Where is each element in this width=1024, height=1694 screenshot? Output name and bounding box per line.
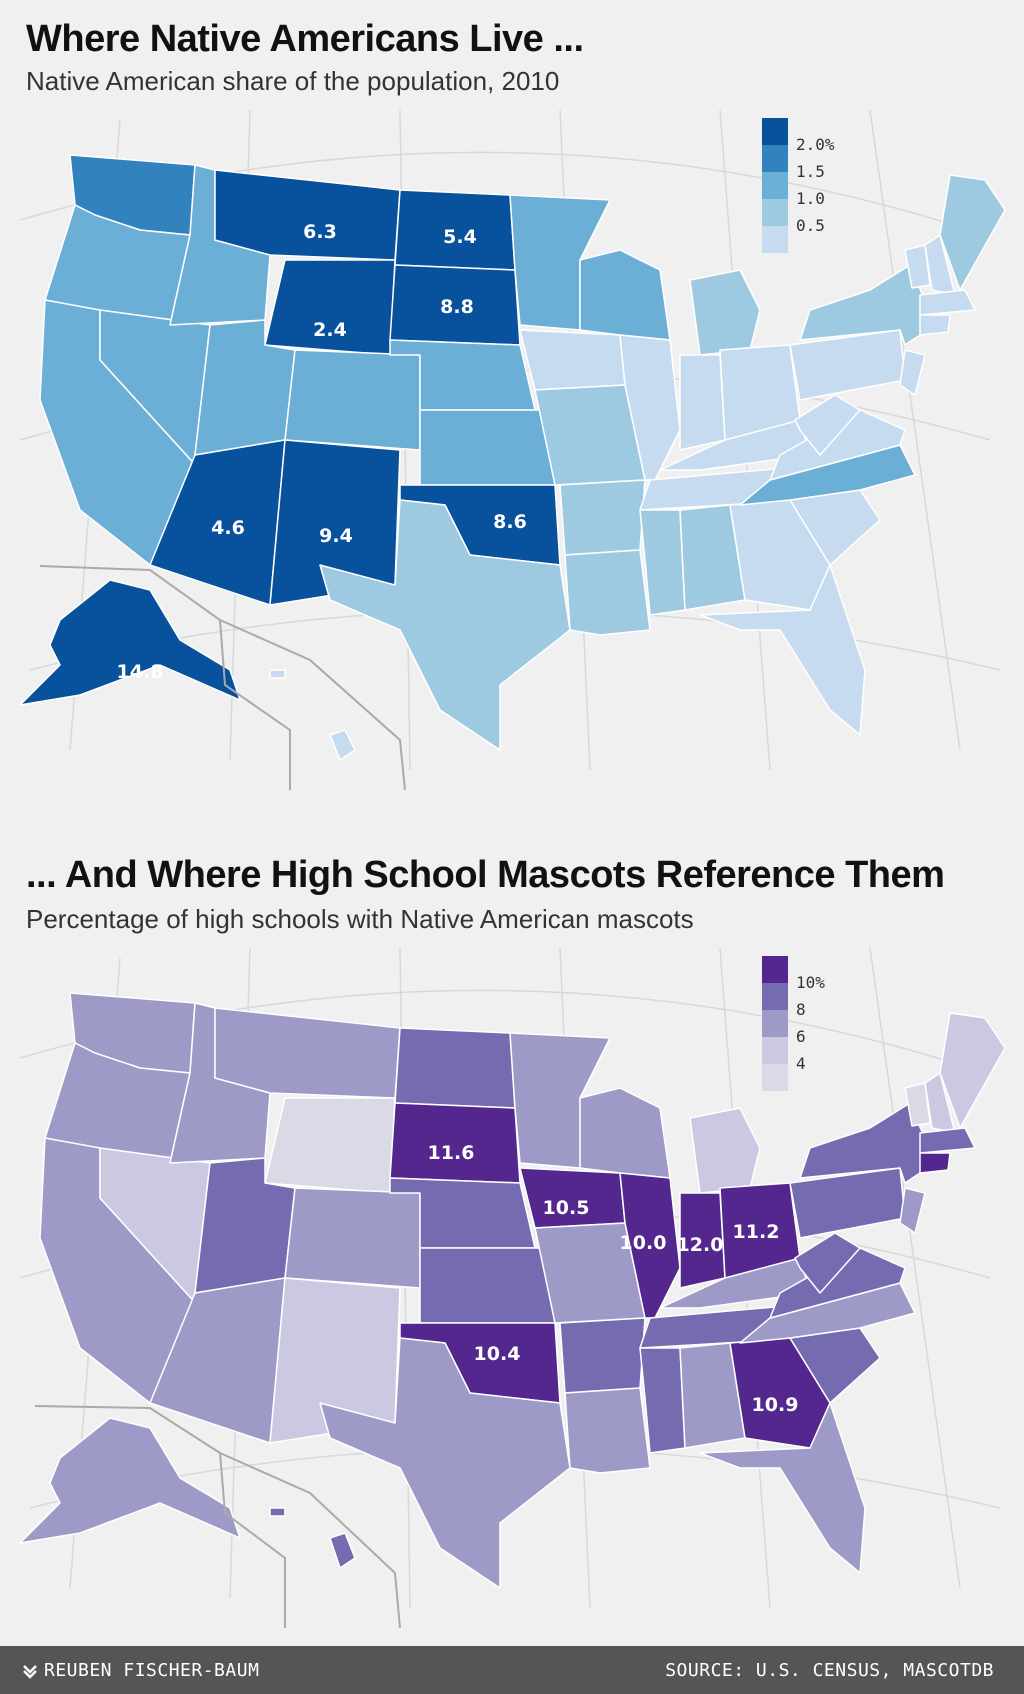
state-west-virginia: [794, 1232, 861, 1294]
legend: 10% 8 6 4: [762, 956, 825, 1091]
map2-value-label-indiana: 12.0: [677, 1234, 724, 1256]
state-arkansas: [559, 1317, 646, 1394]
state-wisconsin: [579, 249, 671, 341]
state-pennsylvania: [789, 329, 906, 401]
state-alaska: [19, 579, 241, 706]
map1-legend-label-2: 1.0: [796, 189, 825, 208]
states: [19, 992, 1006, 1589]
map2-legend-label-2: 6: [796, 1027, 806, 1046]
state-massachusetts: [919, 289, 976, 316]
map1-legend-label-3: 0.5: [796, 216, 825, 235]
state-west-virginia: [794, 394, 861, 456]
map2-value-label-south-dakota: 11.6: [428, 1142, 475, 1164]
state-kansas: [419, 1247, 556, 1324]
state-colorado: [284, 1187, 421, 1289]
state-kentucky: [659, 1257, 811, 1309]
state-louisiana: [564, 1387, 651, 1474]
map2-value-label-iowa: 10.5: [543, 1197, 590, 1219]
state-new-jersey: [899, 349, 926, 396]
inset-borders: [34, 1405, 401, 1628]
state-michigan: [689, 1107, 761, 1194]
map1-value-label-wyoming: 2.4: [313, 319, 347, 341]
map2-legend-label-1: 8: [796, 1000, 806, 1019]
state-connecticut: [919, 314, 951, 336]
credit: REUBEN FISCHER-BAUM: [22, 1660, 259, 1681]
state-mississippi: [639, 1347, 686, 1454]
map2-title: ... And Where High School Mascots Refere…: [26, 854, 945, 896]
map1-subtitle: Native American share of the population,…: [26, 66, 560, 96]
state-louisiana: [564, 549, 651, 636]
inset-borders: [39, 565, 406, 790]
map2-value-label-oklahoma: 10.4: [474, 1343, 521, 1365]
state-alaska: [19, 1417, 241, 1544]
value-labels: 11.6 10.5 10.0 12.0 11.2 10.4 10.9: [428, 1142, 799, 1416]
chevron-logo-icon: [23, 1665, 37, 1679]
map1-legend-swatch-3: [762, 199, 788, 226]
state-mississippi: [639, 509, 686, 616]
map1-legend-swatch-2: [762, 172, 788, 199]
map2-legend-swatch-3: [762, 1037, 788, 1064]
state-florida: [699, 564, 866, 736]
state-new-jersey: [899, 1187, 926, 1234]
state-north-dakota: [394, 1027, 516, 1109]
value-labels: 6.3 5.4 8.8 2.4 4.6 9.4 8.6 14.8: [117, 221, 527, 683]
state-connecticut: [919, 1152, 951, 1174]
map2-value-label-ohio: 11.2: [733, 1221, 780, 1243]
map1-value-label-north-dakota: 5.4: [443, 226, 477, 248]
map2-value-label-georgia: 10.9: [752, 1394, 799, 1416]
state-massachusetts: [919, 1127, 976, 1154]
map1-value-label-oklahoma: 8.6: [493, 511, 527, 533]
map1-legend-swatch-0: [762, 118, 788, 145]
map1-legend-label-0: 2.0%: [796, 135, 835, 154]
map1-title: Where Native Americans Live ...: [26, 18, 584, 60]
map2-subtitle: Percentage of high schools with Native A…: [26, 904, 694, 934]
state-florida: [699, 1402, 866, 1574]
state-wisconsin: [579, 1087, 671, 1179]
state-kansas: [419, 409, 556, 486]
legend: 2.0% 1.5 1.0 0.5: [762, 118, 835, 253]
map2-legend-label-3: 4: [796, 1054, 806, 1073]
map2-legend-swatch-4: [762, 1064, 788, 1091]
state-arkansas: [559, 479, 646, 556]
map2-value-label-illinois: 10.0: [620, 1232, 667, 1254]
map1-value-label-montana: 6.3: [303, 221, 337, 243]
map2-legend-swatch-1: [762, 983, 788, 1010]
mascot-map: 10% 8 6 4 11.6 10.5 10.0 12.0 11.2 10.4 10.9: [19, 948, 1006, 1628]
state-indiana: [679, 1192, 726, 1289]
state-texas: [319, 499, 571, 751]
map1-value-label-arizona: 4.6: [211, 517, 245, 539]
state-indiana: [679, 354, 726, 451]
state-maine: [939, 174, 1006, 291]
map1-value-label-south-dakota: 8.8: [440, 296, 474, 318]
footer-bar: REUBEN FISCHER-BAUM SOURCE: U.S. CENSUS,…: [0, 1646, 1024, 1694]
map1-legend-label-1: 1.5: [796, 162, 825, 181]
map1-legend-swatch-4: [762, 226, 788, 253]
map2-legend-swatch-0: [762, 956, 788, 983]
state-texas: [319, 1337, 571, 1589]
map2-legend-swatch-2: [762, 1010, 788, 1037]
source-text: SOURCE: U.S. CENSUS, MASCOTDB: [665, 1660, 994, 1681]
state-vermont: [904, 1082, 931, 1127]
state-vermont: [904, 244, 931, 289]
state-montana: [214, 1007, 401, 1099]
native-population-map: 2.0% 1.5 1.0 0.5 6.3 5.4 8.8 2.4 4.6 9.4 8.6 14.8: [19, 110, 1006, 790]
state-pennsylvania: [789, 1167, 906, 1239]
state-hawaii: [329, 1532, 356, 1569]
map1-value-label-alaska: 14.8: [117, 661, 164, 683]
credit-text: REUBEN FISCHER-BAUM: [44, 1660, 260, 1681]
map2-legend-label-0: 10%: [796, 973, 825, 992]
state-colorado: [284, 349, 421, 451]
state-michigan: [689, 269, 761, 356]
state-maine: [939, 1012, 1006, 1129]
map1-value-label-new-mexico: 9.4: [319, 525, 353, 547]
states: [19, 154, 1006, 761]
state-hawaii-islands: [269, 1507, 286, 1517]
map1-legend-swatch-1: [762, 145, 788, 172]
state-hawaii: [329, 729, 356, 761]
state-montana: [214, 169, 401, 261]
state-iowa: [519, 329, 626, 391]
state-wyoming: [264, 1097, 396, 1194]
state-hawaii-islands: [269, 669, 286, 679]
state-kentucky: [659, 419, 811, 471]
